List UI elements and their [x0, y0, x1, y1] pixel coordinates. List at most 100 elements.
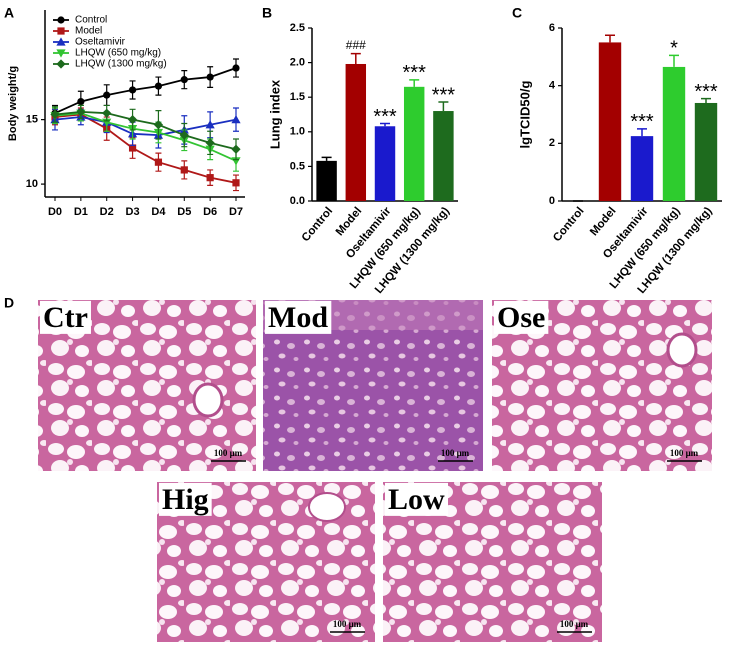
image-label: Hig [162, 483, 209, 516]
y-tick-label: 0.5 [290, 160, 305, 172]
scale-label: 100 μm [670, 448, 699, 458]
series-line [54, 67, 237, 114]
annotation: *** [630, 111, 654, 133]
x-tick-label: D6 [203, 206, 217, 218]
airway [192, 382, 224, 418]
y-tick-label: 2 [549, 137, 555, 149]
annotation: *** [694, 81, 718, 103]
image-label-bg [40, 300, 91, 334]
y-tick-label: 0.0 [290, 195, 305, 207]
x-tick-label: D4 [151, 206, 166, 218]
x-tick-label: D7 [229, 206, 243, 218]
image-label-bg [385, 482, 449, 516]
scale-label: 100 μm [333, 619, 362, 629]
point [57, 27, 65, 35]
error-bar [701, 97, 711, 103]
x-tick-label: D5 [177, 206, 191, 218]
panel-label: C [512, 5, 522, 21]
bar [598, 42, 622, 201]
point [232, 179, 240, 187]
point [205, 138, 215, 148]
point [102, 108, 112, 118]
panel-label: D [4, 295, 14, 311]
image-label-bg [265, 300, 332, 334]
point [50, 109, 60, 120]
series-line [54, 116, 237, 137]
airway [666, 332, 698, 368]
point [205, 120, 215, 129]
annotation: *** [373, 106, 397, 128]
error-bar [669, 54, 679, 67]
legend-label: Control [75, 15, 107, 26]
bar [662, 66, 686, 201]
series-line [54, 113, 237, 184]
image-label: Ctr [43, 301, 88, 334]
point [206, 73, 214, 81]
legend-label: Oseltamivir [75, 37, 126, 48]
y-tick-label: 6 [549, 22, 555, 34]
x-tick-label: Control [551, 205, 586, 244]
bar [316, 160, 337, 201]
point [179, 130, 189, 140]
legend-label: Model [75, 26, 102, 37]
x-tick-label: Model [588, 205, 619, 238]
point [180, 76, 188, 84]
y-tick-label: 2.5 [290, 22, 305, 34]
y-axis-title: lgTCID50/g [517, 80, 532, 148]
bar [630, 136, 654, 201]
annotation: ### [346, 38, 366, 52]
y-tick-label: 0 [549, 195, 555, 207]
error-bar [438, 101, 449, 112]
panel-label: A [4, 5, 14, 21]
scale-label: 100 μm [214, 448, 243, 458]
point [127, 115, 138, 125]
y-tick-label: 1.0 [290, 126, 305, 138]
annotation: * [670, 38, 678, 60]
image-label-bg [494, 300, 549, 334]
scale-label: 100 μm [441, 448, 470, 458]
error-bar [409, 79, 420, 87]
point [103, 91, 111, 99]
point [232, 64, 240, 72]
image-label: Low [388, 483, 445, 516]
y-axis-title: Lung index [267, 79, 282, 149]
airway [308, 492, 346, 522]
image-label: Mod [268, 301, 328, 334]
bar [403, 86, 425, 201]
point [77, 97, 85, 106]
point [153, 120, 164, 130]
y-tick-label: 1.5 [290, 91, 305, 103]
image-label: Ose [497, 301, 545, 334]
bar [345, 63, 367, 201]
point [154, 158, 163, 166]
point [231, 144, 241, 154]
error-bar [321, 156, 332, 161]
bar [694, 102, 718, 201]
bar [433, 111, 454, 201]
point [206, 174, 214, 182]
y-tick-label: 2.0 [290, 57, 305, 69]
x-tick-label: D2 [100, 206, 114, 218]
bar [374, 126, 396, 201]
point [154, 82, 163, 90]
x-tick-label: Control [300, 205, 335, 244]
point [56, 37, 66, 46]
x-tick-label: D0 [48, 206, 62, 218]
point [56, 59, 66, 69]
error-bar [637, 128, 647, 137]
y-tick-label: 15 [26, 114, 38, 126]
scale-label: 100 μm [560, 619, 589, 629]
error-bar [350, 52, 361, 64]
x-tick-label: D1 [74, 206, 88, 218]
annotation: *** [432, 84, 456, 106]
point [231, 115, 241, 124]
legend-label: LHQW (1300 mg/kg) [75, 59, 167, 70]
point [57, 16, 65, 24]
annotation: *** [403, 62, 427, 84]
error-bar [605, 34, 615, 43]
x-tick-label: D3 [126, 206, 140, 218]
image-label-bg [159, 482, 212, 516]
point [180, 166, 188, 174]
